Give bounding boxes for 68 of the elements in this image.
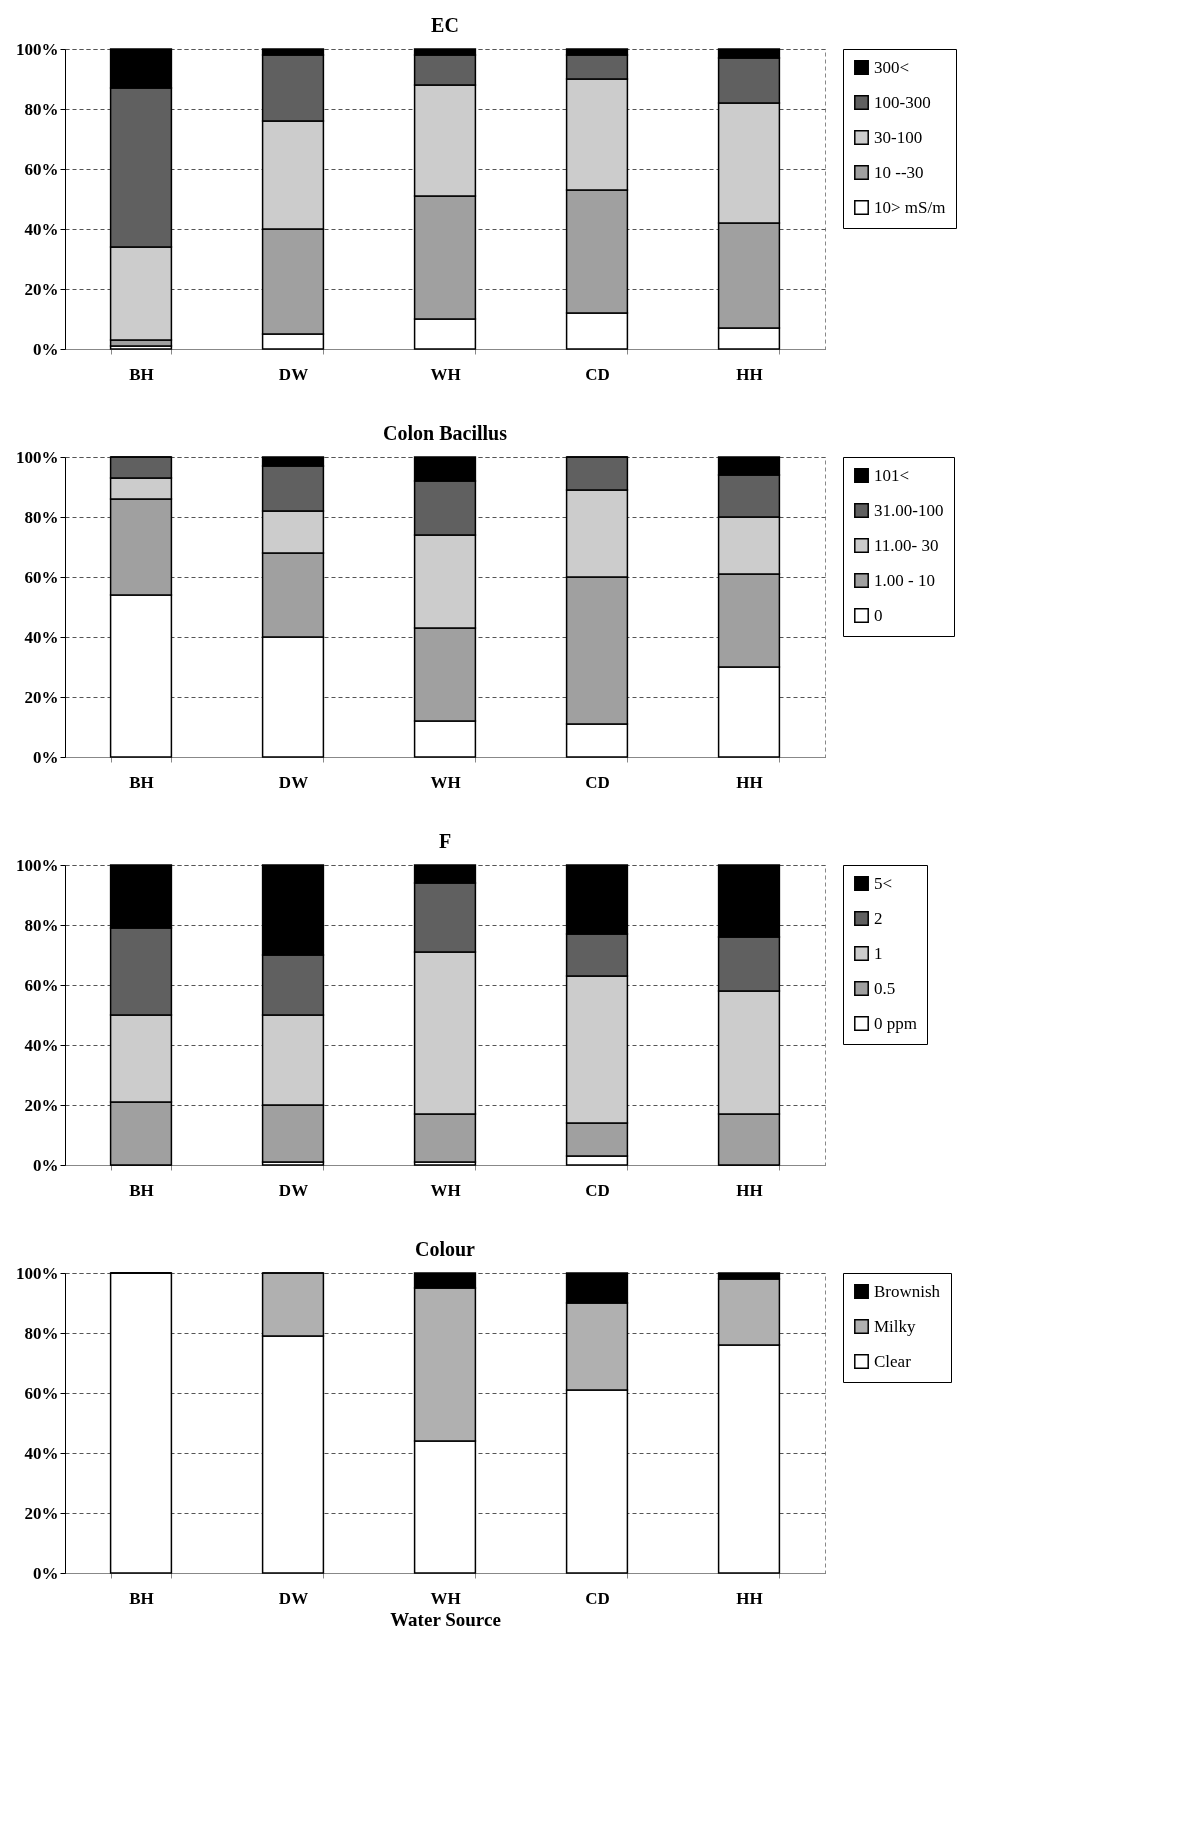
x-tick-label: HH: [736, 772, 763, 792]
y-tick-label: 80%: [24, 1323, 59, 1343]
legend-label: 300<: [874, 57, 910, 77]
x-tick-label: HH: [736, 364, 763, 384]
x-tick-label: CD: [585, 1180, 610, 1200]
x-tick-label: BH: [129, 1588, 154, 1608]
legend-label: Clear: [874, 1351, 912, 1371]
x-tick-label: WH: [430, 364, 461, 384]
x-tick-label: BH: [129, 1180, 154, 1200]
y-tick-label: 0%: [33, 339, 59, 359]
legend-label: 100-300: [874, 92, 931, 112]
y-tick-label: 40%: [24, 219, 59, 239]
legend-label: 5<: [874, 873, 893, 893]
y-tick-label: 0%: [33, 1155, 59, 1175]
y-tick-label: 60%: [24, 975, 59, 995]
y-tick-label: 80%: [24, 915, 59, 935]
y-tick-label: 20%: [24, 1503, 59, 1523]
chart-title: Colour: [415, 1238, 476, 1260]
legend-label: 31.00-100: [874, 500, 944, 520]
y-tick-label: 60%: [24, 1383, 59, 1403]
legend-label: 1.00 - 10: [874, 570, 935, 590]
x-tick-label: WH: [430, 772, 461, 792]
y-tick-label: 100%: [16, 447, 59, 467]
y-tick-label: 20%: [24, 687, 59, 707]
x-tick-label: DW: [278, 1180, 309, 1200]
legend-label: Brownish: [874, 1281, 941, 1301]
y-tick-label: 20%: [24, 1095, 59, 1115]
x-tick-label: DW: [278, 364, 309, 384]
y-tick-label: 80%: [24, 507, 59, 527]
x-tick-label: HH: [736, 1588, 763, 1608]
x-axis-title: Water Source: [390, 1608, 501, 1630]
y-tick-label: 0%: [33, 747, 59, 767]
legend-label: Milky: [874, 1316, 917, 1336]
x-tick-label: BH: [129, 772, 154, 792]
x-tick-label: WH: [430, 1180, 461, 1200]
y-tick-label: 100%: [16, 39, 59, 59]
x-tick-label: HH: [736, 1180, 763, 1200]
y-tick-label: 60%: [24, 567, 59, 587]
y-tick-label: 40%: [24, 1035, 59, 1055]
legend-label: 101<: [874, 465, 910, 485]
legend-label: 11.00- 30: [874, 535, 939, 555]
y-tick-label: 20%: [24, 279, 59, 299]
x-tick-label: CD: [585, 772, 610, 792]
legend-label: 30-100: [874, 127, 923, 147]
legend-label: 10> mS/m: [874, 197, 946, 217]
legend-label: 2: [874, 908, 883, 928]
x-tick-label: DW: [278, 772, 309, 792]
x-tick-label: CD: [585, 1588, 610, 1608]
y-tick-label: 0%: [33, 1563, 59, 1583]
chart-title: EC: [431, 14, 459, 36]
legend-label: 0: [874, 605, 883, 625]
y-tick-label: 100%: [16, 1263, 59, 1283]
bar: [109, 1272, 173, 1574]
legend-label: 10 --30: [874, 162, 924, 182]
legend-label: 0 ppm: [874, 1013, 917, 1033]
chart-title: Colon Bacillus: [383, 422, 508, 444]
y-tick-label: 60%: [24, 159, 59, 179]
legend-label: 0.5: [874, 978, 896, 998]
x-tick-label: CD: [585, 364, 610, 384]
legend-label: 1: [874, 943, 883, 963]
chart-title: F: [438, 830, 452, 852]
x-tick-label: WH: [430, 1588, 461, 1608]
y-tick-label: 80%: [24, 99, 59, 119]
y-tick-label: 100%: [16, 855, 59, 875]
x-tick-label: BH: [129, 364, 154, 384]
y-tick-label: 40%: [24, 1443, 59, 1463]
x-tick-label: DW: [278, 1588, 309, 1608]
y-tick-label: 40%: [24, 627, 59, 647]
